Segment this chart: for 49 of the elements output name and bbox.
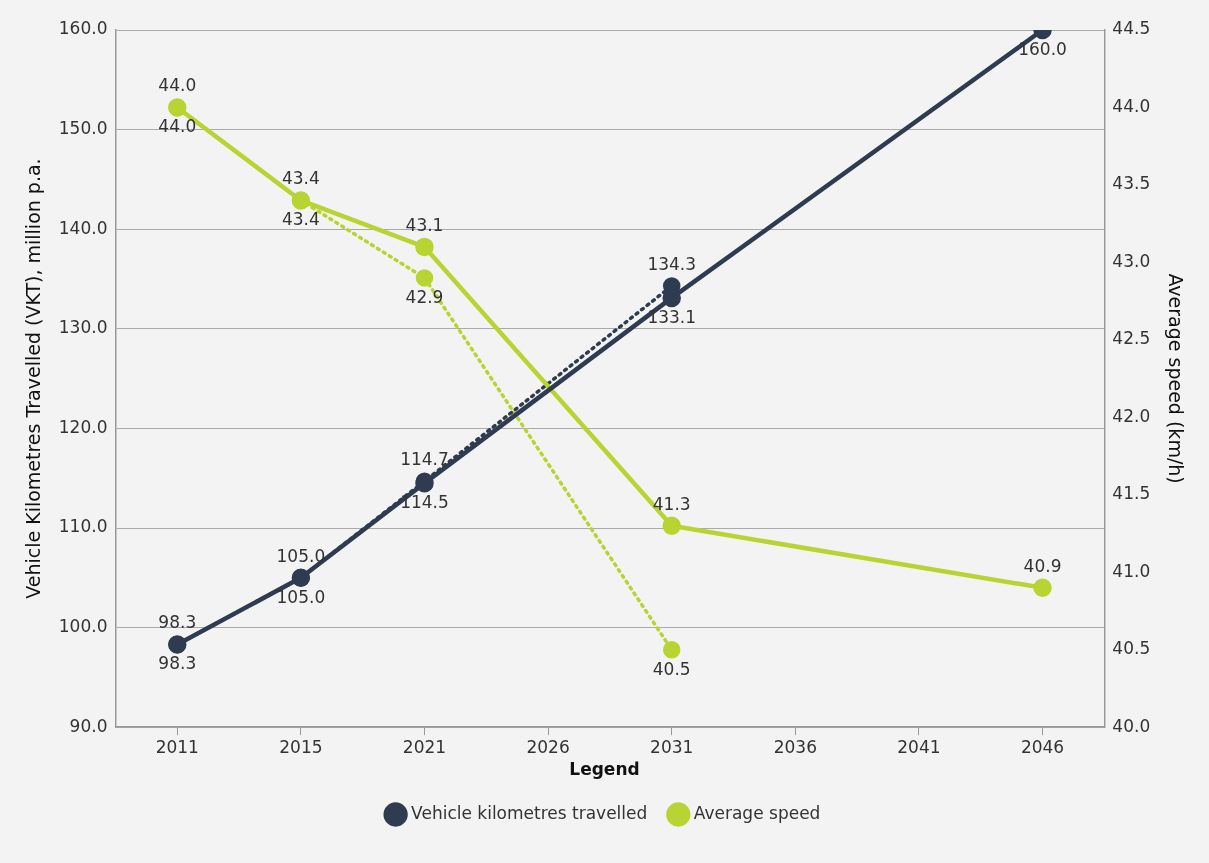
data-label: 133.1 [647, 306, 697, 327]
y2-tick-label: 42.0 [1112, 405, 1151, 426]
data-label: 160.0 [1018, 38, 1067, 59]
data-label: 43.1 [405, 214, 444, 235]
data-label: 40.5 [652, 658, 691, 679]
data-label: 98.3 [158, 653, 197, 674]
data-label: 44.0 [158, 116, 197, 137]
data-label: 40.9 [1023, 555, 1062, 576]
data-label: 42.9 [405, 286, 444, 307]
y2-tick-label: 43.5 [1112, 173, 1151, 194]
x-tick-label: 2011 [155, 736, 199, 757]
data-label: 43.4 [281, 209, 320, 230]
y-tick-label: 150.0 [58, 118, 108, 139]
x-tick-label: 2031 [650, 736, 694, 757]
data-label: 114.7 [400, 449, 449, 470]
y-tick-label: 120.0 [58, 416, 108, 437]
y-tick-label: 100.0 [58, 616, 108, 637]
y2-tick-label: 42.5 [1112, 328, 1151, 349]
data-label: 105.0 [276, 586, 326, 607]
data-label: 134.3 [647, 253, 697, 274]
x-tick-label: 2021 [402, 736, 447, 757]
y2-tick-label: 44.5 [1112, 18, 1151, 39]
y-axis-title: Vehicle Kilometres Travelled (VKT), million p.a. [22, 158, 45, 599]
legend-title: Legend [569, 758, 640, 779]
data-label: 43.4 [281, 168, 320, 189]
data-label: 98.3 [158, 612, 197, 633]
y2-tick-label: 44.0 [1112, 95, 1151, 116]
x-tick-label: 2015 [279, 736, 323, 757]
y-tick-label: 130.0 [58, 317, 108, 338]
y2-tick-label: 41.5 [1112, 483, 1151, 504]
data-label: 41.3 [652, 493, 691, 514]
x-tick-label: 2036 [773, 736, 817, 757]
y2-tick-label: 41.0 [1112, 560, 1151, 581]
data-label: 44.0 [158, 75, 197, 96]
y-tick-label: 90.0 [69, 715, 108, 736]
x-tick-label: 2046 [1020, 736, 1065, 757]
y2-tick-label: 40.0 [1112, 715, 1151, 736]
y2-axis-title: Average speed (km/h) [1164, 273, 1187, 484]
y2-tick-label: 40.5 [1112, 638, 1151, 659]
legend-label: Average speed [693, 802, 821, 823]
legend-label: Vehicle kilometres travelled [411, 802, 648, 823]
x-tick-label: 2026 [526, 736, 570, 757]
data-label: 114.5 [400, 492, 449, 513]
y-tick-label: 140.0 [58, 217, 108, 238]
y2-tick-label: 43.0 [1112, 250, 1151, 271]
y-tick-label: 110.0 [58, 516, 108, 537]
data-label: 105.0 [276, 545, 326, 566]
x-tick-label: 2041 [897, 736, 941, 757]
y-tick-label: 160.0 [58, 18, 108, 39]
